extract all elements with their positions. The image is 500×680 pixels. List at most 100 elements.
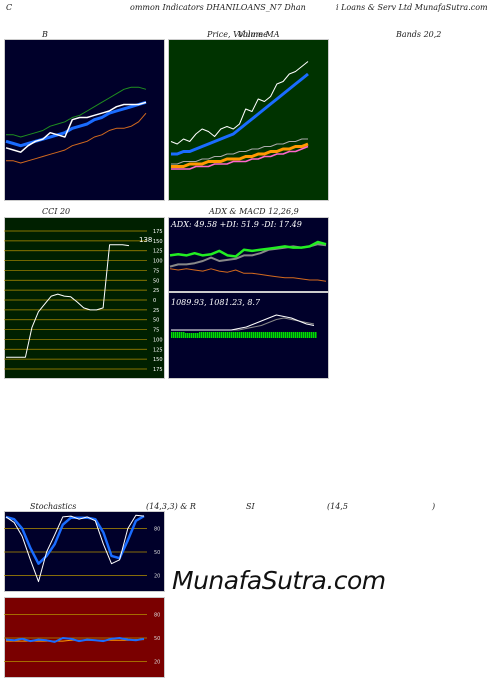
- panel-background: [4, 511, 165, 592]
- macd-histogram-bar: [273, 332, 275, 338]
- rsi-tick-label: 50: [154, 636, 160, 642]
- macd-histogram-bar: [185, 333, 187, 338]
- macd-histogram-bar: [179, 332, 181, 338]
- macd-chart: [168, 292, 329, 379]
- ma-line-2: [171, 142, 309, 168]
- macd-histogram-bar: [223, 332, 225, 338]
- adx-chart: [168, 217, 329, 292]
- macd-line: [171, 314, 315, 331]
- cci-tick-label: 0: [153, 298, 156, 304]
- macd-histogram-bar: [203, 332, 205, 338]
- ma-line-3: [171, 145, 309, 170]
- macd-histogram-bar: [285, 332, 287, 338]
- macd-histogram-bar: [177, 332, 179, 338]
- cci-title: CCI 20: [42, 207, 71, 216]
- lower-band-line: [6, 112, 147, 164]
- macd-histogram-bar: [207, 332, 209, 338]
- price-line: [170, 61, 309, 145]
- macd-histogram-bar: [197, 333, 199, 338]
- stoch-title-d: (14,5: [327, 502, 348, 511]
- macd-histogram-bar: [227, 332, 229, 338]
- cci-tick-label: 50: [153, 318, 159, 324]
- macd-histogram-bar: [277, 332, 279, 338]
- ma-line-4: [171, 72, 309, 156]
- cci-tick-label: 150: [153, 357, 163, 363]
- macd-histogram-bar: [279, 332, 281, 338]
- stoch-title-b: (14,3,3) & R: [146, 502, 196, 511]
- macd-histogram-bar: [287, 332, 289, 338]
- macd-histogram-bar: [217, 332, 219, 338]
- cci-tick-label: 50: [153, 278, 159, 284]
- upper-band-line: [6, 86, 147, 138]
- macd-histogram-bar: [257, 332, 259, 338]
- macd-histogram-bar: [243, 332, 245, 338]
- macd-histogram-bar: [209, 332, 211, 338]
- macd-histogram-bar: [251, 332, 253, 338]
- macd-histogram-bar: [293, 332, 295, 338]
- cci-tick-label: 125: [153, 249, 163, 255]
- cci-last-label: 138: [139, 236, 153, 244]
- macd-histogram-bar: [229, 332, 231, 338]
- middle-band-line: [5, 100, 147, 148]
- rsi-tick-label: 20: [154, 659, 160, 665]
- macd-histogram-bar: [241, 332, 243, 338]
- macd-histogram-bar: [181, 332, 183, 338]
- macd-histogram-bar: [237, 332, 239, 338]
- macd-histogram-bar: [205, 332, 207, 338]
- macd-histogram-bar: [191, 333, 193, 338]
- macd-histogram-bar: [195, 333, 197, 338]
- macd-histogram-bar: [311, 332, 313, 338]
- macd-histogram-bar: [213, 332, 215, 338]
- cci-chart: 175 150 125 100 75 50 25 0 25 50 75 100 125 150 175: [4, 217, 165, 379]
- macd-histogram-bar: [225, 332, 227, 338]
- price-title: Price, Volume Volume MA: [207, 30, 279, 39]
- price-line: [5, 101, 147, 153]
- macd-histogram-bar: [275, 332, 277, 338]
- bands-title: Bands 20,2: [396, 30, 442, 39]
- macd-histogram-bar: [231, 332, 233, 338]
- macd-histogram-bar: [313, 332, 315, 338]
- bollinger-title: B: [42, 30, 48, 39]
- adx-macd-title: ADX & MACD 12,26,9: [209, 207, 299, 216]
- macd-histogram-bar: [299, 332, 301, 338]
- panel-background: [4, 217, 165, 379]
- cci-tick-label: 75: [153, 268, 159, 274]
- stoch-title-a: Stochastics: [30, 502, 77, 511]
- macd-histogram-bar: [239, 332, 241, 338]
- price-title-c: Volume: [238, 30, 268, 39]
- cci-tick-label: 100: [153, 259, 163, 265]
- macd-histogram-bar: [301, 332, 303, 338]
- macd-histogram-bar: [263, 332, 265, 338]
- macd-histogram-bar: [233, 332, 235, 338]
- rsi-tick-label: 80: [154, 613, 160, 619]
- cci-tick-label: 25: [153, 308, 159, 314]
- macd-histogram-bar: [255, 332, 257, 338]
- macd-histogram-bar: [193, 333, 195, 338]
- bollinger-chart: [4, 39, 165, 201]
- macd-histogram-bar: [245, 332, 247, 338]
- macd-histogram-bar: [309, 332, 311, 338]
- stoch-k-line: [5, 514, 145, 583]
- macd-histogram-bar: [235, 332, 237, 338]
- watermark: MunafaSutra.com: [172, 566, 386, 595]
- macd-values-label: 1089.93, 1081.23, 8.7: [171, 298, 261, 307]
- macd-histogram-bar: [305, 332, 307, 338]
- stochastics-chart: 80 50 20: [4, 511, 165, 592]
- panel-background: [4, 39, 165, 201]
- macd-histogram-bar: [215, 332, 217, 338]
- cci-tick-label: 100: [153, 337, 163, 343]
- rsi-chart: 80 50 20: [4, 597, 165, 678]
- macd-histogram-bar: [171, 332, 173, 338]
- macd-histogram-bar: [187, 333, 189, 338]
- macd-histogram-bar: [303, 332, 305, 338]
- macd-histogram-bar: [291, 332, 293, 338]
- cci-tick-label: 175: [153, 367, 163, 373]
- macd-histogram-bar: [175, 332, 177, 338]
- macd-histogram-bar: [261, 332, 263, 338]
- macd-histogram-bar: [315, 332, 317, 338]
- macd-histogram-bar: [249, 332, 251, 338]
- macd-histogram-bar: [183, 332, 185, 338]
- stoch-tick-label: 80: [154, 527, 160, 533]
- macd-histogram-bar: [265, 332, 267, 338]
- panel-background: [4, 597, 165, 678]
